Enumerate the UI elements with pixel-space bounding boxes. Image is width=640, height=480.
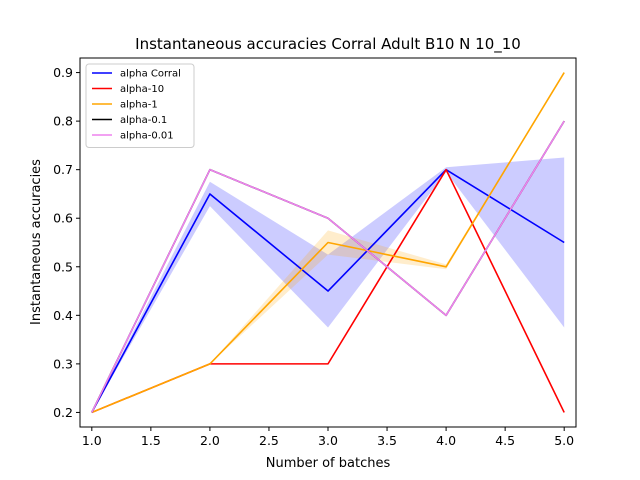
legend-label-alpha-0-01: alpha-0.01	[120, 131, 174, 142]
series-lines	[91, 72, 565, 414]
legend-label-alpha-1: alpha-1	[120, 100, 158, 111]
x-tick-label: 2.5	[259, 433, 279, 448]
legend: alpha Corral alpha-10 alpha-1 alpha-0.1 alph…	[85, 63, 195, 148]
x-axis: 1.0 1.5 2.0 2.5 3.0 3.5 4.0 4.5 5.0	[82, 427, 574, 448]
y-tick-label: 0.6	[53, 211, 73, 226]
legend-label-alpha-corral: alpha Corral	[120, 69, 181, 80]
x-tick-label: 3.0	[318, 433, 338, 448]
y-tick-label: 0.5	[53, 259, 73, 274]
y-tick-label: 0.2	[53, 405, 73, 420]
x-tick-label: 4.0	[436, 433, 456, 448]
legend-label-alpha-0-1: alpha-0.1	[120, 115, 167, 126]
legend-box	[85, 63, 195, 148]
x-tick-label: 1.0	[82, 433, 102, 448]
band-alpha-corral	[91, 157, 565, 413]
y-axis: 0.2 0.3 0.4 0.5 0.6 0.7 0.8 0.9	[53, 65, 80, 420]
x-tick-label: 4.5	[495, 433, 515, 448]
series-line-alpha-corral	[91, 168, 565, 413]
y-tick-label: 0.4	[53, 308, 73, 323]
y-tick-label: 0.8	[53, 114, 73, 129]
series-line-alpha-1	[91, 72, 565, 414]
y-tick-label: 0.3	[53, 356, 73, 371]
series-line-alpha-0-01	[91, 120, 565, 413]
x-tick-label: 3.5	[377, 433, 397, 448]
legend-label-alpha-10: alpha-10	[120, 84, 164, 95]
y-tick-label: 0.9	[53, 65, 73, 80]
x-tick-label: 5.0	[554, 433, 574, 448]
x-tick-label: 1.5	[141, 433, 161, 448]
x-tick-label: 2.0	[200, 433, 220, 448]
x-axis-label: Number of batches	[266, 456, 391, 471]
chart-title: Instantaneous accuracies Corral Adult B1…	[135, 35, 521, 54]
y-tick-label: 0.7	[53, 162, 73, 177]
y-axis-label: Instantaneous accuracies	[29, 159, 44, 325]
